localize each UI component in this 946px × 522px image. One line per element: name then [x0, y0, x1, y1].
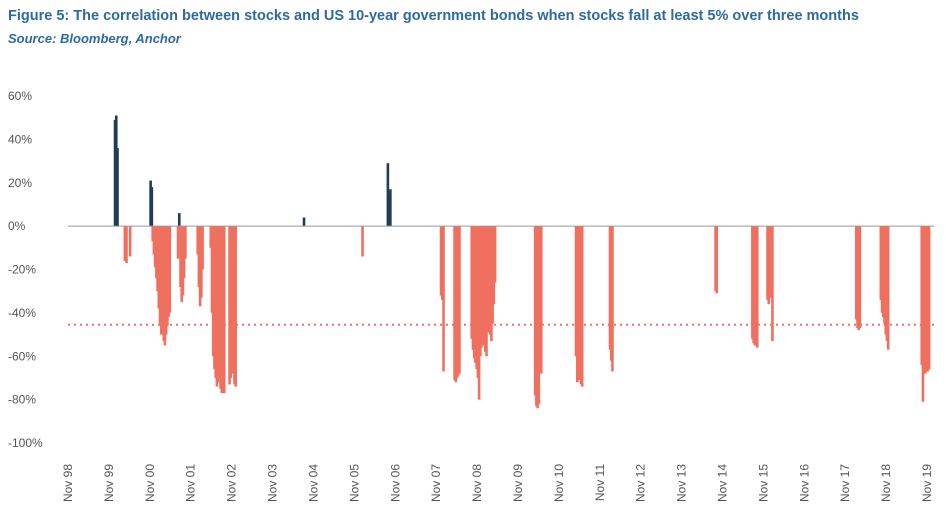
negative-bar — [715, 226, 719, 294]
y-tick-label: -100% — [8, 436, 43, 450]
x-tick-label: Nov 19 — [920, 464, 934, 502]
x-tick-label: Nov 01 — [184, 464, 198, 502]
y-tick-label: 40% — [8, 132, 32, 146]
negative-bar — [611, 226, 614, 372]
y-tick-label: -60% — [8, 349, 36, 363]
positive-bar — [150, 187, 154, 227]
x-tick-label: Nov 11 — [593, 464, 607, 501]
negative-bar — [755, 226, 759, 348]
x-tick-label: Nov 10 — [552, 464, 566, 502]
negative-bar — [168, 226, 172, 313]
x-tick-label: Nov 03 — [266, 464, 280, 502]
x-tick-label: Nov 04 — [306, 464, 320, 502]
positive-bar — [302, 217, 306, 227]
negative-bar — [927, 226, 931, 370]
negative-bar — [123, 226, 127, 261]
x-tick-label: Nov 00 — [143, 464, 157, 502]
negative-bar — [128, 226, 132, 257]
y-tick-label: 20% — [8, 176, 32, 190]
negative-bar — [201, 226, 204, 270]
x-tick-label: Nov 02 — [225, 464, 239, 502]
chart-source: Source: Bloomberg, Anchor — [8, 31, 181, 46]
negative-bar — [176, 226, 180, 259]
negative-bar — [537, 226, 541, 404]
y-tick-label: 0% — [8, 219, 26, 233]
x-tick-label: Nov 99 — [102, 464, 116, 502]
x-tick-label: Nov 06 — [388, 464, 402, 502]
negative-bar — [184, 226, 187, 259]
y-tick-label: -20% — [8, 263, 36, 277]
positive-bar — [177, 213, 181, 227]
negative-bar — [234, 226, 238, 387]
x-tick-label: Nov 98 — [61, 464, 75, 502]
x-tick-label: Nov 16 — [797, 464, 811, 502]
y-tick-label: -40% — [8, 306, 36, 320]
y-tick-label: 60% — [8, 89, 32, 103]
x-axis-labels: Nov 98 Nov 99 Nov 00 Nov 01 Nov 02 Nov 03 Nov … — [61, 464, 934, 502]
negative-bar — [493, 226, 497, 283]
x-tick-label: Nov 05 — [347, 464, 361, 502]
x-tick-label: Nov 09 — [511, 464, 525, 502]
x-tick-label: Nov 15 — [756, 464, 770, 502]
negative-bar — [580, 226, 584, 387]
y-axis-labels: 60% 40% 20% 0% -20% -40% -60% -80% -100% — [8, 89, 43, 450]
positive-bar — [386, 163, 390, 227]
positive-bar — [116, 148, 119, 227]
negative-bar — [458, 226, 461, 374]
x-tick-label: Nov 14 — [716, 464, 730, 502]
bar-series — [113, 115, 931, 409]
negative-bar — [539, 226, 543, 374]
y-tick-label: -80% — [8, 393, 36, 407]
x-tick-label: Nov 17 — [838, 464, 852, 502]
negative-bar — [442, 226, 445, 372]
negative-bar — [886, 226, 890, 350]
negative-bar — [858, 226, 862, 329]
negative-bar — [222, 226, 226, 394]
x-tick-label: Nov 13 — [675, 464, 689, 502]
x-tick-label: Nov 08 — [470, 464, 484, 502]
x-tick-label: Nov 07 — [429, 464, 443, 502]
positive-bar — [389, 189, 392, 227]
negative-bar — [771, 226, 774, 342]
x-tick-label: Nov 18 — [879, 464, 893, 502]
negative-bar — [125, 226, 128, 263]
chart-title: Figure 5: The correlation between stocks… — [8, 8, 859, 24]
negative-bar — [361, 226, 364, 257]
x-tick-label: Nov 12 — [634, 464, 648, 502]
